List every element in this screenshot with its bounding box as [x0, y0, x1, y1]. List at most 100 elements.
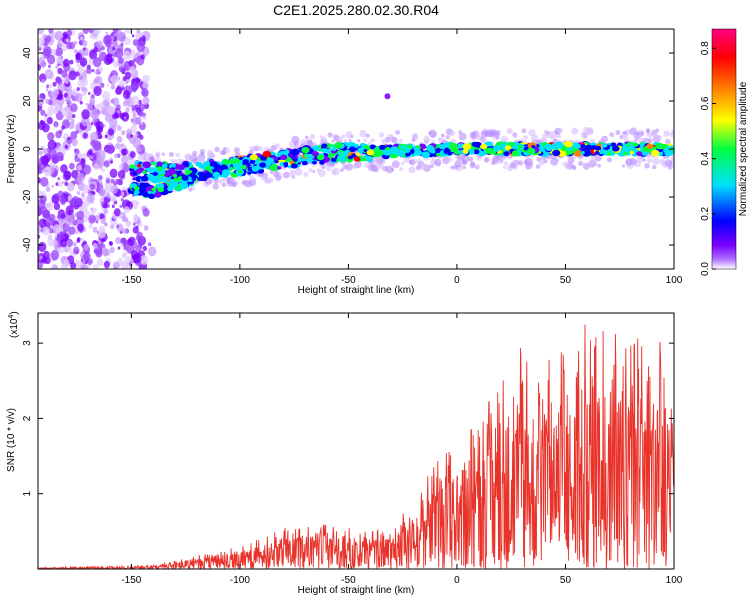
heatmap-noise-cell	[64, 77, 70, 84]
heatmap-halo-cell	[428, 129, 437, 138]
heatmap-trace-cell	[269, 164, 279, 172]
heatmap-noise-cell	[61, 69, 68, 78]
snr-multiplier: (x104)	[8, 311, 20, 338]
heatmap-halo-cell	[345, 163, 353, 171]
heatmap-noise-cell	[123, 31, 126, 35]
heatmap-halo-cell	[279, 147, 284, 151]
heatmap-noise-cell	[47, 106, 55, 116]
heatmap-lower-trace-cell	[157, 187, 165, 193]
heatmap-halo-cell	[357, 139, 361, 143]
heatmap-noise-cell	[132, 39, 139, 46]
heatmap-halo-cell	[543, 129, 549, 135]
heatmap-trace-cell	[330, 157, 337, 163]
heatmap-halo-cell	[665, 138, 671, 145]
heatmap-trace-cell	[156, 161, 163, 167]
heatmap-noise-cell	[104, 134, 108, 139]
heatmap-noise-cell	[126, 220, 131, 225]
heatmap-noise-cell	[95, 249, 103, 258]
heatmap-noise-cell	[73, 49, 78, 54]
heatmap-noise-cell	[55, 111, 64, 121]
heatmap-noise-cell	[44, 113, 48, 117]
heatmap-trace-cell	[584, 144, 593, 151]
heatmap-noise-cell	[129, 151, 136, 159]
heatmap-noise-cell	[92, 56, 102, 68]
heatmap-trace-cell	[290, 148, 300, 156]
heatmap-noise-cell	[96, 40, 103, 49]
heatmap-noise-cell	[42, 63, 46, 68]
heatmap-noise-cell	[112, 29, 119, 34]
heatmap-noise-cell	[38, 226, 42, 234]
heatmap-halo-cell	[652, 157, 660, 166]
heatmap-trace-cell	[504, 145, 512, 151]
heatmap-halo-cell	[528, 129, 536, 137]
heatmap-noise-cell	[109, 168, 118, 179]
heatmap-noise-cell	[38, 97, 45, 107]
heatmap-halo-cell	[206, 149, 214, 156]
heatmap-halo-cell	[412, 132, 419, 139]
heatmap-noise-cell	[142, 245, 148, 252]
heatmap-trace-cell	[308, 148, 314, 153]
heatmap-noise-cell	[123, 37, 131, 46]
heatmap-trace-cell	[554, 141, 564, 149]
heatmap-noise-cell	[117, 169, 126, 179]
heatmap-trace-cell	[629, 150, 634, 155]
heatmap-trace-cell	[410, 149, 415, 154]
heatmap-halo-cell	[409, 158, 416, 166]
heatmap-halo-cell	[659, 158, 666, 165]
heatmap-halo-cell	[221, 150, 227, 155]
heatmap-noise-cell	[55, 151, 64, 162]
heatmap-noise-cell	[70, 131, 78, 140]
heatmap-noise-cell	[70, 103, 78, 113]
heatmap-halo-cell	[642, 158, 646, 162]
heatmap-halo-cell	[450, 165, 454, 170]
spectrogram-y-label: Frequency (Hz)	[6, 115, 17, 184]
heatmap-halo-cell	[590, 156, 597, 163]
heatmap-halo-cell	[656, 134, 662, 141]
heatmap-trace-cell	[150, 161, 156, 166]
heatmap-trace-cell	[454, 150, 459, 155]
heatmap-noise-cell	[120, 42, 124, 47]
snr-x-tick-label: 50	[560, 575, 572, 586]
heatmap-halo-cell	[572, 165, 577, 171]
heatmap-halo-cell	[555, 131, 559, 135]
heatmap-trace-cell	[545, 145, 553, 152]
heatmap-noise-cell	[91, 30, 99, 40]
heatmap-noise-cell	[81, 90, 87, 97]
heatmap-noise-cell	[38, 218, 47, 228]
heatmap-trace-cell	[283, 162, 289, 166]
heatmap-noise-cell	[81, 158, 86, 164]
heatmap-noise-cell	[136, 147, 141, 153]
heatmap-noise-cell	[103, 160, 110, 168]
heatmap-noise-cell	[55, 193, 58, 197]
heatmap-noise-cell	[114, 153, 119, 159]
heatmap-noise-cell	[90, 100, 94, 106]
heatmap-lower-trace-cell	[181, 175, 189, 181]
heatmap-noise-cell	[45, 98, 50, 105]
heatmap-halo-cell	[400, 161, 405, 166]
heatmap-noise-cell	[86, 67, 92, 74]
heatmap-halo-cell	[403, 156, 410, 163]
heatmap-halo-cell	[502, 165, 506, 170]
heatmap-halo-cell	[622, 164, 626, 168]
heatmap-trace-cell	[293, 157, 298, 162]
heatmap-halo-cell	[458, 132, 467, 141]
heatmap-noise-cell	[50, 249, 60, 261]
heatmap-noise-cell	[46, 166, 50, 171]
heatmap-noise-cell	[121, 253, 126, 259]
heatmap-halo-cell	[650, 129, 658, 137]
heatmap-noise-cell	[53, 121, 59, 128]
heatmap-noise-cell	[131, 95, 140, 106]
heatmap-halo-cell	[375, 156, 384, 165]
heatmap-noise-cell	[68, 209, 72, 213]
heatmap-trace-cell	[249, 159, 256, 164]
heatmap-halo-cell	[629, 127, 638, 136]
heatmap-trace-cell	[666, 150, 674, 156]
heatmap-noise-cell	[139, 101, 142, 105]
heatmap-trace-cell	[400, 145, 405, 149]
heatmap-noise-cell	[43, 45, 52, 57]
heatmap-halo-cell	[189, 154, 198, 163]
heatmap-lower-trace-cell	[148, 193, 156, 200]
heatmap-halo-cell	[184, 154, 191, 161]
heatmap-noise-cell	[67, 195, 72, 201]
heatmap-noise-cell	[95, 121, 104, 131]
